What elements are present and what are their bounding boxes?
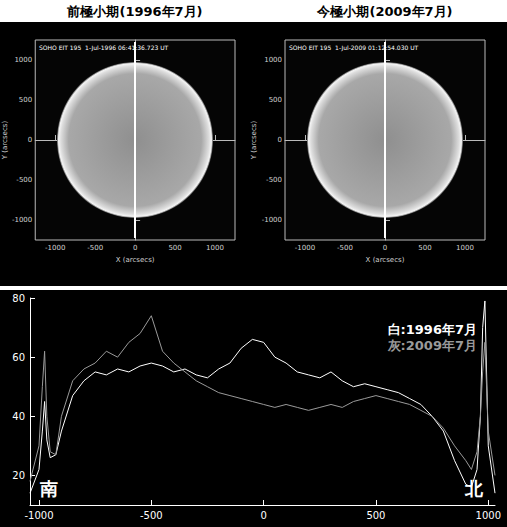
svg-text:-500: -500 bbox=[16, 176, 32, 184]
svg-text:-1000: -1000 bbox=[12, 216, 32, 224]
svg-text:灰:2009年7月: 灰:2009年7月 bbox=[387, 338, 477, 353]
svg-text:0: 0 bbox=[28, 136, 32, 144]
svg-text:-500: -500 bbox=[140, 510, 163, 521]
svg-text:500: 500 bbox=[418, 244, 431, 252]
svg-text:20: 20 bbox=[12, 470, 25, 481]
svg-text:40: 40 bbox=[12, 411, 25, 422]
svg-text:前極小期(1996年7月): 前極小期(1996年7月) bbox=[66, 4, 202, 19]
svg-text:0: 0 bbox=[278, 136, 282, 144]
svg-text:-500: -500 bbox=[266, 176, 282, 184]
svg-text:0: 0 bbox=[133, 244, 137, 252]
svg-text:白:1996年7月: 白:1996年7月 bbox=[388, 322, 477, 337]
svg-text:500: 500 bbox=[269, 96, 282, 104]
svg-text:1000: 1000 bbox=[456, 244, 474, 252]
svg-text:-500: -500 bbox=[337, 244, 353, 252]
svg-text:Y (arcsecs): Y (arcsecs) bbox=[250, 121, 258, 161]
svg-text:-500: -500 bbox=[87, 244, 103, 252]
svg-text:SOHO EIT 195 1-Jul-2009 01:12: SOHO EIT 195 1-Jul-2009 01:12:54.030 UT bbox=[289, 44, 419, 52]
svg-text:1000: 1000 bbox=[264, 56, 282, 64]
svg-text:60: 60 bbox=[12, 352, 25, 363]
svg-text:北: 北 bbox=[464, 478, 484, 499]
svg-text:X (arcsecs): X (arcsecs) bbox=[116, 256, 155, 264]
svg-text:SOHO EIT 195 1-Jul-1996 06:41: SOHO EIT 195 1-Jul-1996 06:41:36.723 UT bbox=[39, 44, 169, 52]
svg-text:500: 500 bbox=[19, 96, 32, 104]
svg-text:1000: 1000 bbox=[14, 56, 32, 64]
svg-text:-1000: -1000 bbox=[295, 244, 315, 252]
svg-text:X (arcsecs): X (arcsecs) bbox=[366, 256, 405, 264]
svg-text:-1000: -1000 bbox=[24, 510, 53, 521]
svg-text:南: 南 bbox=[39, 478, 58, 499]
svg-text:1000: 1000 bbox=[206, 244, 224, 252]
svg-text:今極小期(2009年7月): 今極小期(2009年7月) bbox=[316, 4, 452, 19]
svg-text:0: 0 bbox=[260, 510, 266, 521]
svg-text:80: 80 bbox=[12, 293, 25, 304]
svg-text:1000: 1000 bbox=[476, 510, 501, 521]
svg-text:-1000: -1000 bbox=[45, 244, 65, 252]
svg-text:500: 500 bbox=[366, 510, 385, 521]
svg-text:0: 0 bbox=[383, 244, 387, 252]
svg-text:500: 500 bbox=[168, 244, 181, 252]
svg-text:-1000: -1000 bbox=[262, 216, 282, 224]
svg-text:Y (arcsecs): Y (arcsecs) bbox=[1, 121, 9, 161]
